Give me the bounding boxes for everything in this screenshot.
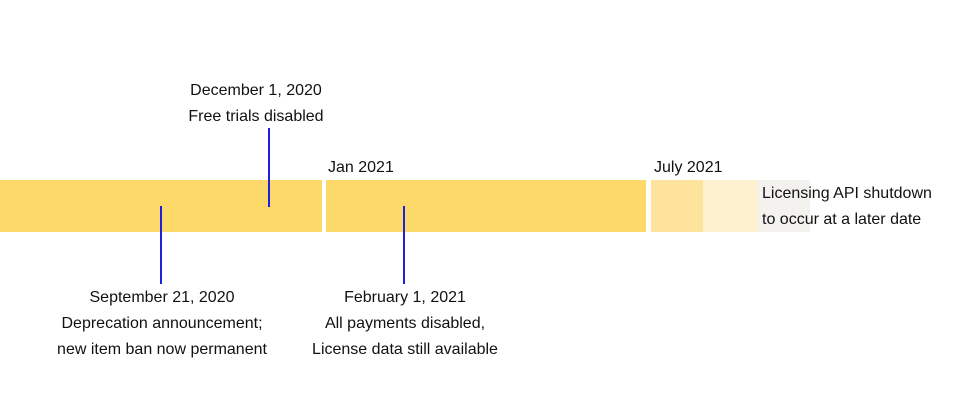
note-line: to occur at a later date <box>762 211 922 228</box>
shutdown-note: Licensing API shutdown to occur at a lat… <box>762 181 932 233</box>
timeline-segment-faded-1 <box>651 180 703 232</box>
event-description: Free trials disabled <box>188 108 324 125</box>
event-december: December 1, 2020 Free trials disabled <box>156 78 356 130</box>
timeline-segment-faded-3 <box>758 180 810 232</box>
marker-line-september <box>160 206 162 284</box>
note-line: Licensing API shutdown <box>762 185 932 202</box>
timeline-segment-h1-2021 <box>326 180 646 232</box>
tick-label-july-2021: July 2021 <box>654 159 723 176</box>
marker-line-december <box>268 128 270 207</box>
event-description: new item ban now permanent <box>57 341 267 358</box>
event-date: December 1, 2020 <box>190 82 322 99</box>
timeline-segment-faded-2 <box>703 180 758 232</box>
event-september: September 21, 2020 Deprecation announcem… <box>42 285 282 363</box>
marker-line-february <box>403 206 405 284</box>
event-february: February 1, 2021 All payments disabled, … <box>293 285 517 363</box>
event-description: Deprecation announcement; <box>61 315 263 332</box>
event-date: February 1, 2021 <box>344 289 466 306</box>
event-date: September 21, 2020 <box>89 289 235 306</box>
event-description: All payments disabled, <box>324 315 486 332</box>
tick-label-jan-2021: Jan 2021 <box>328 159 394 176</box>
event-description: License data still available <box>312 341 498 358</box>
